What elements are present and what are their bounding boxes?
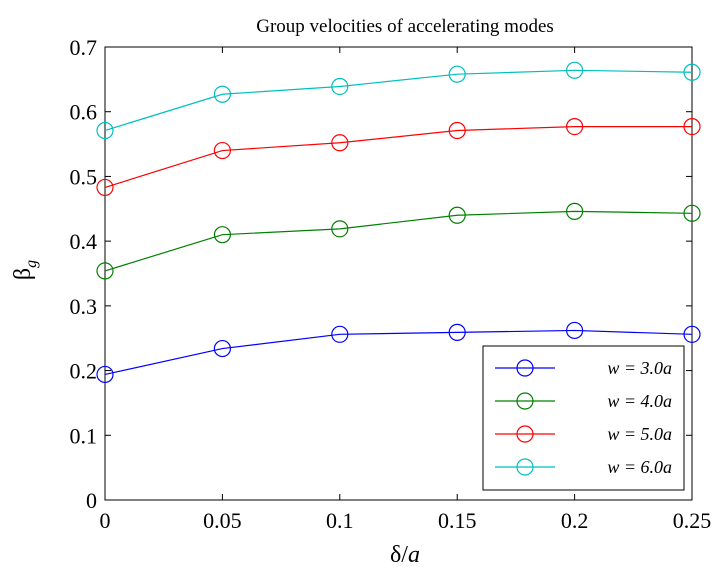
data-point (683, 325, 701, 343)
series-line (104, 329, 693, 376)
data-point (96, 121, 114, 140)
data-point (213, 141, 231, 160)
data-point (96, 365, 114, 384)
y-axis-label: βg (10, 260, 40, 280)
legend-item: w = 3.0a (495, 358, 672, 378)
y-tick-label: 0.7 (70, 35, 98, 60)
data-point (331, 220, 349, 238)
data-point (96, 262, 114, 280)
legend-marker (516, 425, 534, 443)
data-point (683, 117, 701, 136)
data-point (448, 65, 466, 83)
legend-item: w = 4.0a (495, 391, 672, 411)
legend-item: w = 6.0a (495, 457, 672, 477)
x-tick-label: 0 (100, 508, 111, 533)
data-point (213, 339, 231, 358)
series-3 (96, 61, 701, 140)
plot-frame (104, 46, 693, 501)
y-tick-label: 0 (86, 488, 97, 513)
legend-label: w = 4.0a (607, 391, 672, 411)
data-point (565, 117, 584, 136)
series-line (104, 210, 693, 272)
data-point (565, 61, 584, 79)
y-tick-label: 0.3 (70, 294, 98, 319)
data-point (448, 323, 466, 341)
series-line (104, 125, 692, 189)
data-point (331, 77, 349, 96)
legend-label: w = 6.0a (607, 457, 672, 477)
data-point (683, 204, 701, 222)
series-line (104, 69, 693, 132)
x-tick-label: 0.05 (203, 508, 242, 533)
tick-layer: 0 0.05 0.1 0.15 0.2 0.25 0 0.1 0.2 0.3 0.4 0.5 0.6 0.… (70, 35, 712, 533)
x-axis-label: δ/a (390, 542, 420, 567)
x-tick-label: 0.2 (561, 508, 589, 533)
data-point (565, 202, 584, 220)
legend-marker (516, 359, 534, 377)
legend-marker (516, 392, 534, 410)
legend-label: w = 5.0a (607, 424, 672, 444)
series-0 (96, 321, 701, 384)
data-point (331, 134, 349, 152)
x-tick-label: 0.1 (326, 508, 354, 533)
x-tick-label: 0.15 (438, 508, 477, 533)
legend-label: w = 3.0a (607, 358, 672, 378)
x-tick-label: 0.25 (673, 508, 712, 533)
legend-item: w = 5.0a (495, 424, 672, 444)
series-2 (96, 117, 701, 197)
legend: w = 3.0a w = 4.0a w = 5.0a w = 6.0a (482, 345, 685, 491)
plot-area (104, 46, 693, 501)
series-1 (96, 202, 701, 280)
data-point (331, 325, 349, 343)
y-tick-label: 0.5 (70, 164, 98, 189)
data-point (448, 206, 466, 224)
data-point (213, 85, 231, 103)
data-point (213, 226, 231, 244)
data-point (683, 63, 701, 81)
chart-title: Group velocities of accelerating modes (256, 16, 554, 37)
series-layer (96, 61, 701, 384)
y-tick-label: 0.4 (70, 229, 98, 254)
legend-marker (516, 458, 534, 476)
y-tick-label: 0.2 (70, 359, 98, 384)
data-point (96, 178, 114, 197)
y-tick-label: 0.1 (70, 423, 98, 448)
data-point (565, 321, 584, 340)
y-tick-label: 0.6 (70, 100, 98, 125)
data-point (448, 121, 466, 140)
